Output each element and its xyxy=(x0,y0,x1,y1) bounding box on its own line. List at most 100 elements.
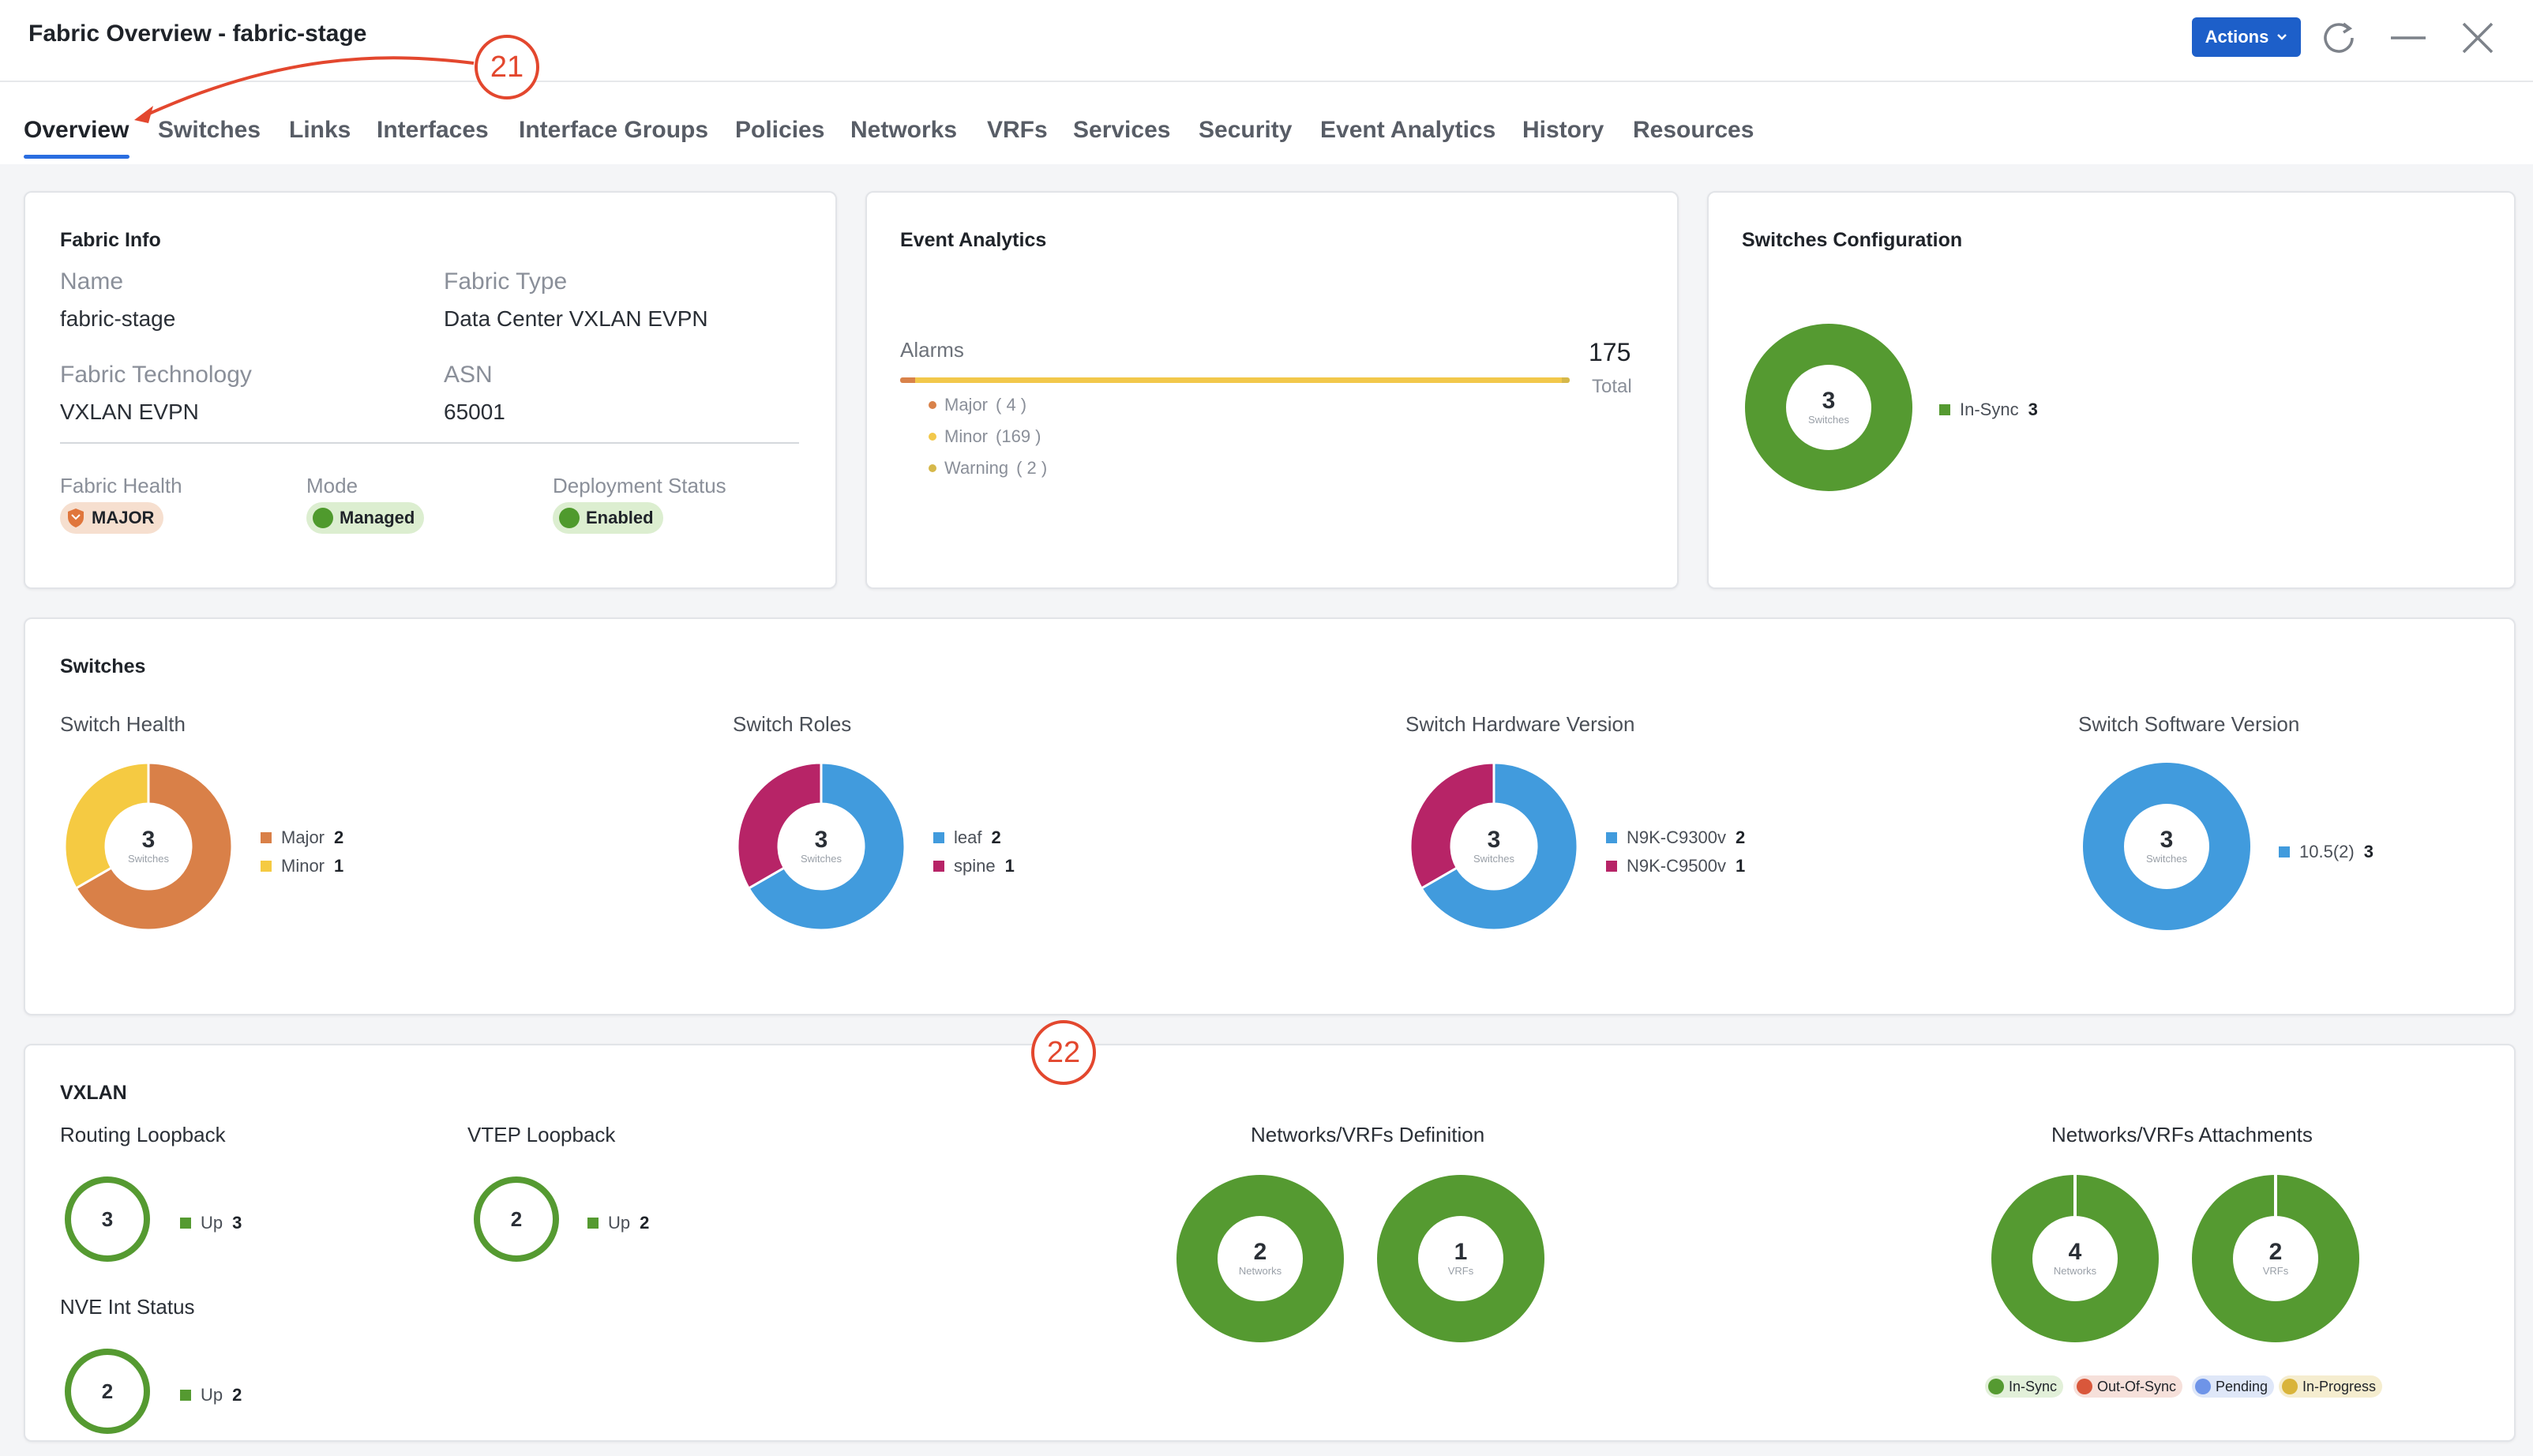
attachments-networks-donut xyxy=(1991,1175,2159,1346)
switch-software-version-title: Switch Software Version xyxy=(2078,712,2300,736)
event-analytics-card xyxy=(865,191,1679,589)
donut-center: 2 VRFs xyxy=(2262,1239,2289,1278)
alarms-total-value: 175 xyxy=(1589,338,1631,366)
donut-center: 3 Switches xyxy=(2145,827,2188,865)
actions-button[interactable]: Actions xyxy=(2192,17,2301,57)
tab-links[interactable]: Links xyxy=(289,117,351,143)
tab-networks[interactable]: Networks xyxy=(850,117,958,143)
mode-value: Managed xyxy=(340,508,415,527)
switch-health-donut xyxy=(63,761,234,934)
tab-interfaces[interactable]: Interfaces xyxy=(377,117,489,143)
fabric-type-label: Fabric Type xyxy=(444,268,568,295)
donut-slice-networks xyxy=(1176,1175,1344,1342)
legend-major: Major 2 xyxy=(261,827,343,848)
active-tab-indicator xyxy=(24,155,129,159)
networks-vrfs-attachments-title: Networks/VRFs Attachments xyxy=(2051,1123,2313,1146)
event-analytics-title: Event Analytics xyxy=(900,229,1047,251)
status-dot xyxy=(313,508,333,528)
tab-policies[interactable]: Policies xyxy=(735,117,825,143)
actions-label: Actions xyxy=(2205,27,2269,47)
tab-switches[interactable]: Switches xyxy=(158,117,261,143)
page-title: Fabric Overview - fabric-stage xyxy=(28,21,367,47)
definition-vrfs-donut xyxy=(1377,1175,1544,1346)
tab-bar xyxy=(0,82,2533,164)
switches-configuration-card xyxy=(1707,191,2516,589)
attachments-vrfs-donut xyxy=(2192,1175,2359,1346)
routing-loopback-title: Routing Loopback xyxy=(60,1123,226,1146)
alarm-bar-segment-minor xyxy=(915,377,1563,383)
switch-software-donut xyxy=(2083,763,2250,934)
alarm-minor: Minor (169 ) xyxy=(929,426,1041,447)
legend-up: Up 2 xyxy=(587,1213,649,1233)
nve-int-status-ring xyxy=(65,1349,150,1434)
routing-loopback-ring xyxy=(65,1176,150,1262)
vtep-loopback-ring xyxy=(474,1176,559,1262)
status-in-progress: In-Progress xyxy=(2279,1375,2383,1398)
divider xyxy=(60,442,799,444)
switch-health-title: Switch Health xyxy=(60,712,186,736)
minor-dot xyxy=(929,433,936,441)
donut-slice-in-sync xyxy=(1745,324,1912,491)
name-label: Name xyxy=(60,268,124,295)
vtep-loopback-title: VTEP Loopback xyxy=(467,1123,616,1146)
nve-int-status-title: NVE Int Status xyxy=(60,1295,195,1319)
donut-slice-spine xyxy=(736,761,823,891)
donut-slice-10-5-2- xyxy=(2083,763,2250,930)
legend-spine: spine 1 xyxy=(933,856,1015,876)
refresh-icon[interactable] xyxy=(2318,17,2359,58)
fabric-info-title: Fabric Info xyxy=(60,229,161,251)
shield-icon xyxy=(68,508,84,527)
switch-roles-title: Switch Roles xyxy=(733,712,852,736)
tab-overview[interactable]: Overview xyxy=(24,117,129,143)
donut-slice-n9k-c9300v xyxy=(1420,761,1579,932)
alarms-total-label: Total xyxy=(1592,376,1632,397)
fabric-health-value: MAJOR xyxy=(92,508,155,527)
legend-minor: Minor 1 xyxy=(261,856,343,876)
ring-center: 2 xyxy=(101,1379,114,1403)
donut-center: 2 Networks xyxy=(1238,1239,1282,1278)
tab-event-analytics[interactable]: Event Analytics xyxy=(1320,117,1496,143)
legend-in-sync: In-Sync 3 xyxy=(1939,400,2038,420)
vxlan-title: VXLAN xyxy=(60,1082,127,1104)
fabric-health-badge: MAJOR xyxy=(60,502,164,534)
callout-arrow xyxy=(134,56,475,123)
tab-services[interactable]: Services xyxy=(1073,117,1171,143)
alarm-major: Major( 4 ) xyxy=(929,395,1026,415)
status-dot xyxy=(559,508,580,528)
callout-marker: 21 xyxy=(475,35,539,99)
name-value: fabric-stage xyxy=(60,306,176,331)
switch-hardware-donut xyxy=(1409,761,1579,934)
status-in-sync: In-Sync xyxy=(1985,1375,2064,1398)
tab-security[interactable]: Security xyxy=(1199,117,1293,143)
alarms-label: Alarms xyxy=(900,338,964,362)
tab-vrfs[interactable]: VRFs xyxy=(987,117,1048,143)
ring-center: 3 xyxy=(101,1207,114,1231)
status-out-of-sync: Out-Of-Sync xyxy=(2073,1375,2183,1398)
minimize-icon[interactable] xyxy=(2388,17,2429,58)
switch-hardware-version-title: Switch Hardware Version xyxy=(1405,712,1635,736)
asn-value: 65001 xyxy=(444,400,505,424)
warning-dot xyxy=(929,464,936,472)
switches-config-donut xyxy=(1745,324,1912,495)
chevron-down-icon xyxy=(2277,34,2287,40)
callout-marker: 22 xyxy=(1031,1020,1096,1085)
fabric-type-value: Data Center VXLAN EVPN xyxy=(444,306,708,331)
tab-resources[interactable]: Resources xyxy=(1633,117,1754,143)
donut-slice-minor xyxy=(63,761,150,891)
legend-up: Up 2 xyxy=(180,1385,242,1405)
donut-center: 3 Switches xyxy=(800,827,842,865)
ring-center: 2 xyxy=(510,1207,523,1231)
donut-center: 3 Switches xyxy=(127,827,170,865)
deployment-status-label: Deployment Status xyxy=(553,474,726,497)
definition-networks-donut xyxy=(1176,1175,1344,1346)
fabric-technology-value: VXLAN EVPN xyxy=(60,400,199,424)
fabric-technology-label: Fabric Technology xyxy=(60,362,252,388)
close-icon[interactable] xyxy=(2457,17,2498,58)
mode-label: Mode xyxy=(306,474,358,497)
alarm-warning: Warning( 2 ) xyxy=(929,458,1047,478)
tab-interface-groups[interactable]: Interface Groups xyxy=(519,117,709,143)
donut-center: 3 Switches xyxy=(1473,827,1515,865)
donut-slice-leaf xyxy=(747,761,906,932)
tab-history[interactable]: History xyxy=(1522,117,1604,143)
asn-label: ASN xyxy=(444,362,493,388)
